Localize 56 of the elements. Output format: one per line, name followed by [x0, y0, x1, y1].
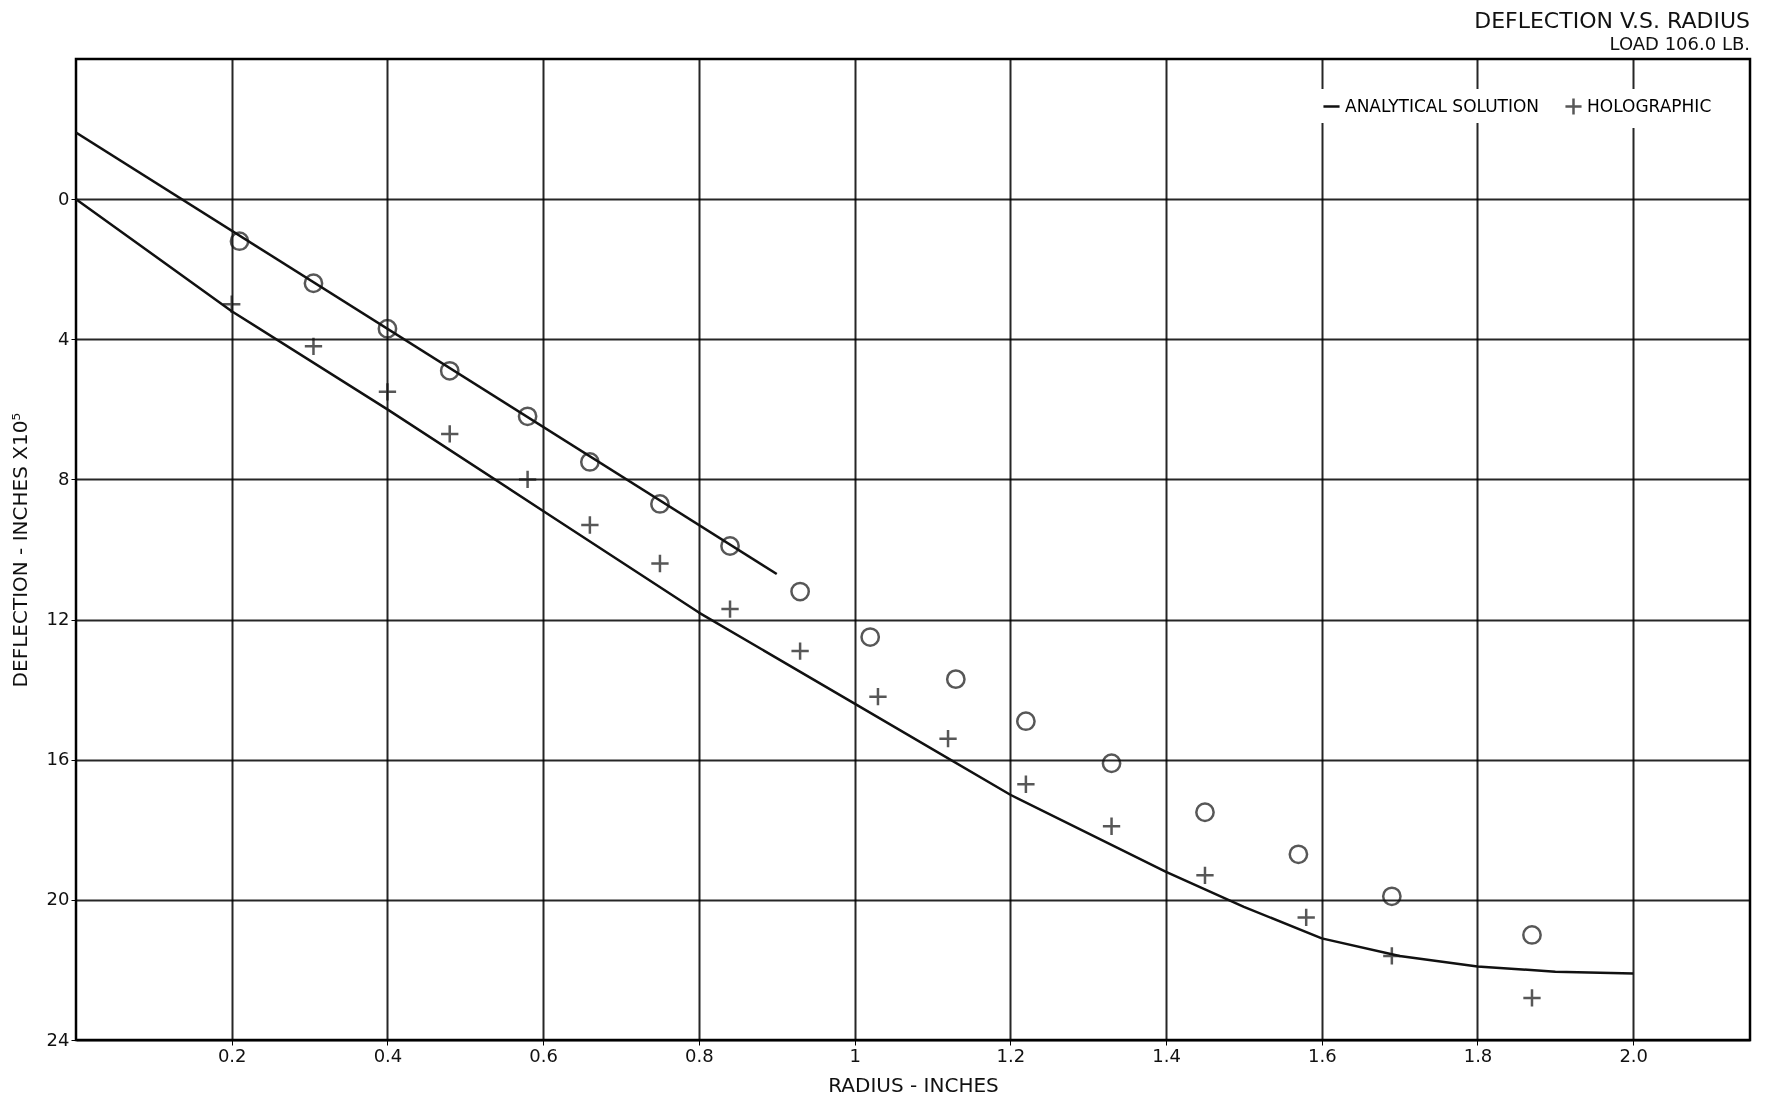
point: [439, 423, 460, 444]
point: [377, 318, 398, 339]
point: [1195, 802, 1215, 823]
y-tick-label: 16: [46, 748, 70, 770]
y-tick-label: 8: [58, 467, 70, 489]
y-axis-title: DEFLECTION - INCHES X10⁵: [7, 412, 32, 688]
point: [790, 581, 811, 602]
point: [1015, 711, 1036, 732]
legend-label: ANALYTICAL SOLUTION: [1345, 95, 1540, 116]
point: [720, 599, 740, 619]
y-tick-label: 4: [58, 327, 70, 349]
point: [517, 406, 538, 427]
x-tick-label: 1.2: [996, 1044, 1026, 1066]
point: [1381, 886, 1402, 907]
point: [229, 231, 250, 252]
point: [860, 627, 881, 647]
x-tick-label: 1: [849, 1044, 861, 1066]
x-tick-label: 0.4: [373, 1044, 403, 1066]
point: [439, 360, 460, 381]
y-tick-label: 0: [58, 187, 70, 209]
point: [377, 381, 398, 402]
point: [1381, 946, 1402, 966]
point: [1101, 753, 1122, 774]
point: [303, 273, 324, 294]
chart-subtitle: LOAD 106.0 LB.: [1609, 33, 1750, 54]
point: [868, 686, 888, 707]
x-tick-label: 1.6: [1307, 1044, 1337, 1066]
point: [938, 728, 958, 749]
point: [1288, 844, 1309, 865]
line-series: [76, 197, 1635, 975]
point: [1195, 865, 1215, 886]
point: [1522, 925, 1542, 945]
point: [303, 336, 324, 357]
point: [790, 641, 811, 662]
point: [650, 494, 670, 514]
point: [579, 452, 600, 472]
x-axis-title: RADIUS - INCHES: [828, 1072, 999, 1097]
point: [1522, 988, 1542, 1008]
point: [650, 553, 670, 574]
x-tick-label: 1.8: [1463, 1044, 1493, 1066]
point: [1296, 907, 1317, 928]
x-tick-label: 2.0: [1619, 1044, 1649, 1066]
y-tick-label: 12: [46, 608, 70, 630]
legend-label: HOLOGRAPHIC: [1587, 95, 1712, 116]
point: [945, 669, 966, 690]
chart-title: DEFLECTION V.S. RADIUS: [1474, 8, 1750, 33]
point: [1015, 774, 1036, 795]
y-tick-label: 24: [46, 1028, 70, 1050]
x-tick-label: 0.8: [685, 1044, 714, 1066]
point: [720, 536, 740, 556]
x-tick-label: 1.4: [1152, 1044, 1181, 1066]
x-tick-label: 0.2: [217, 1044, 247, 1066]
x-tick-label: 0.6: [529, 1044, 558, 1066]
y-tick-label: 20: [46, 888, 70, 910]
point: [579, 515, 600, 535]
point: [1101, 816, 1122, 837]
